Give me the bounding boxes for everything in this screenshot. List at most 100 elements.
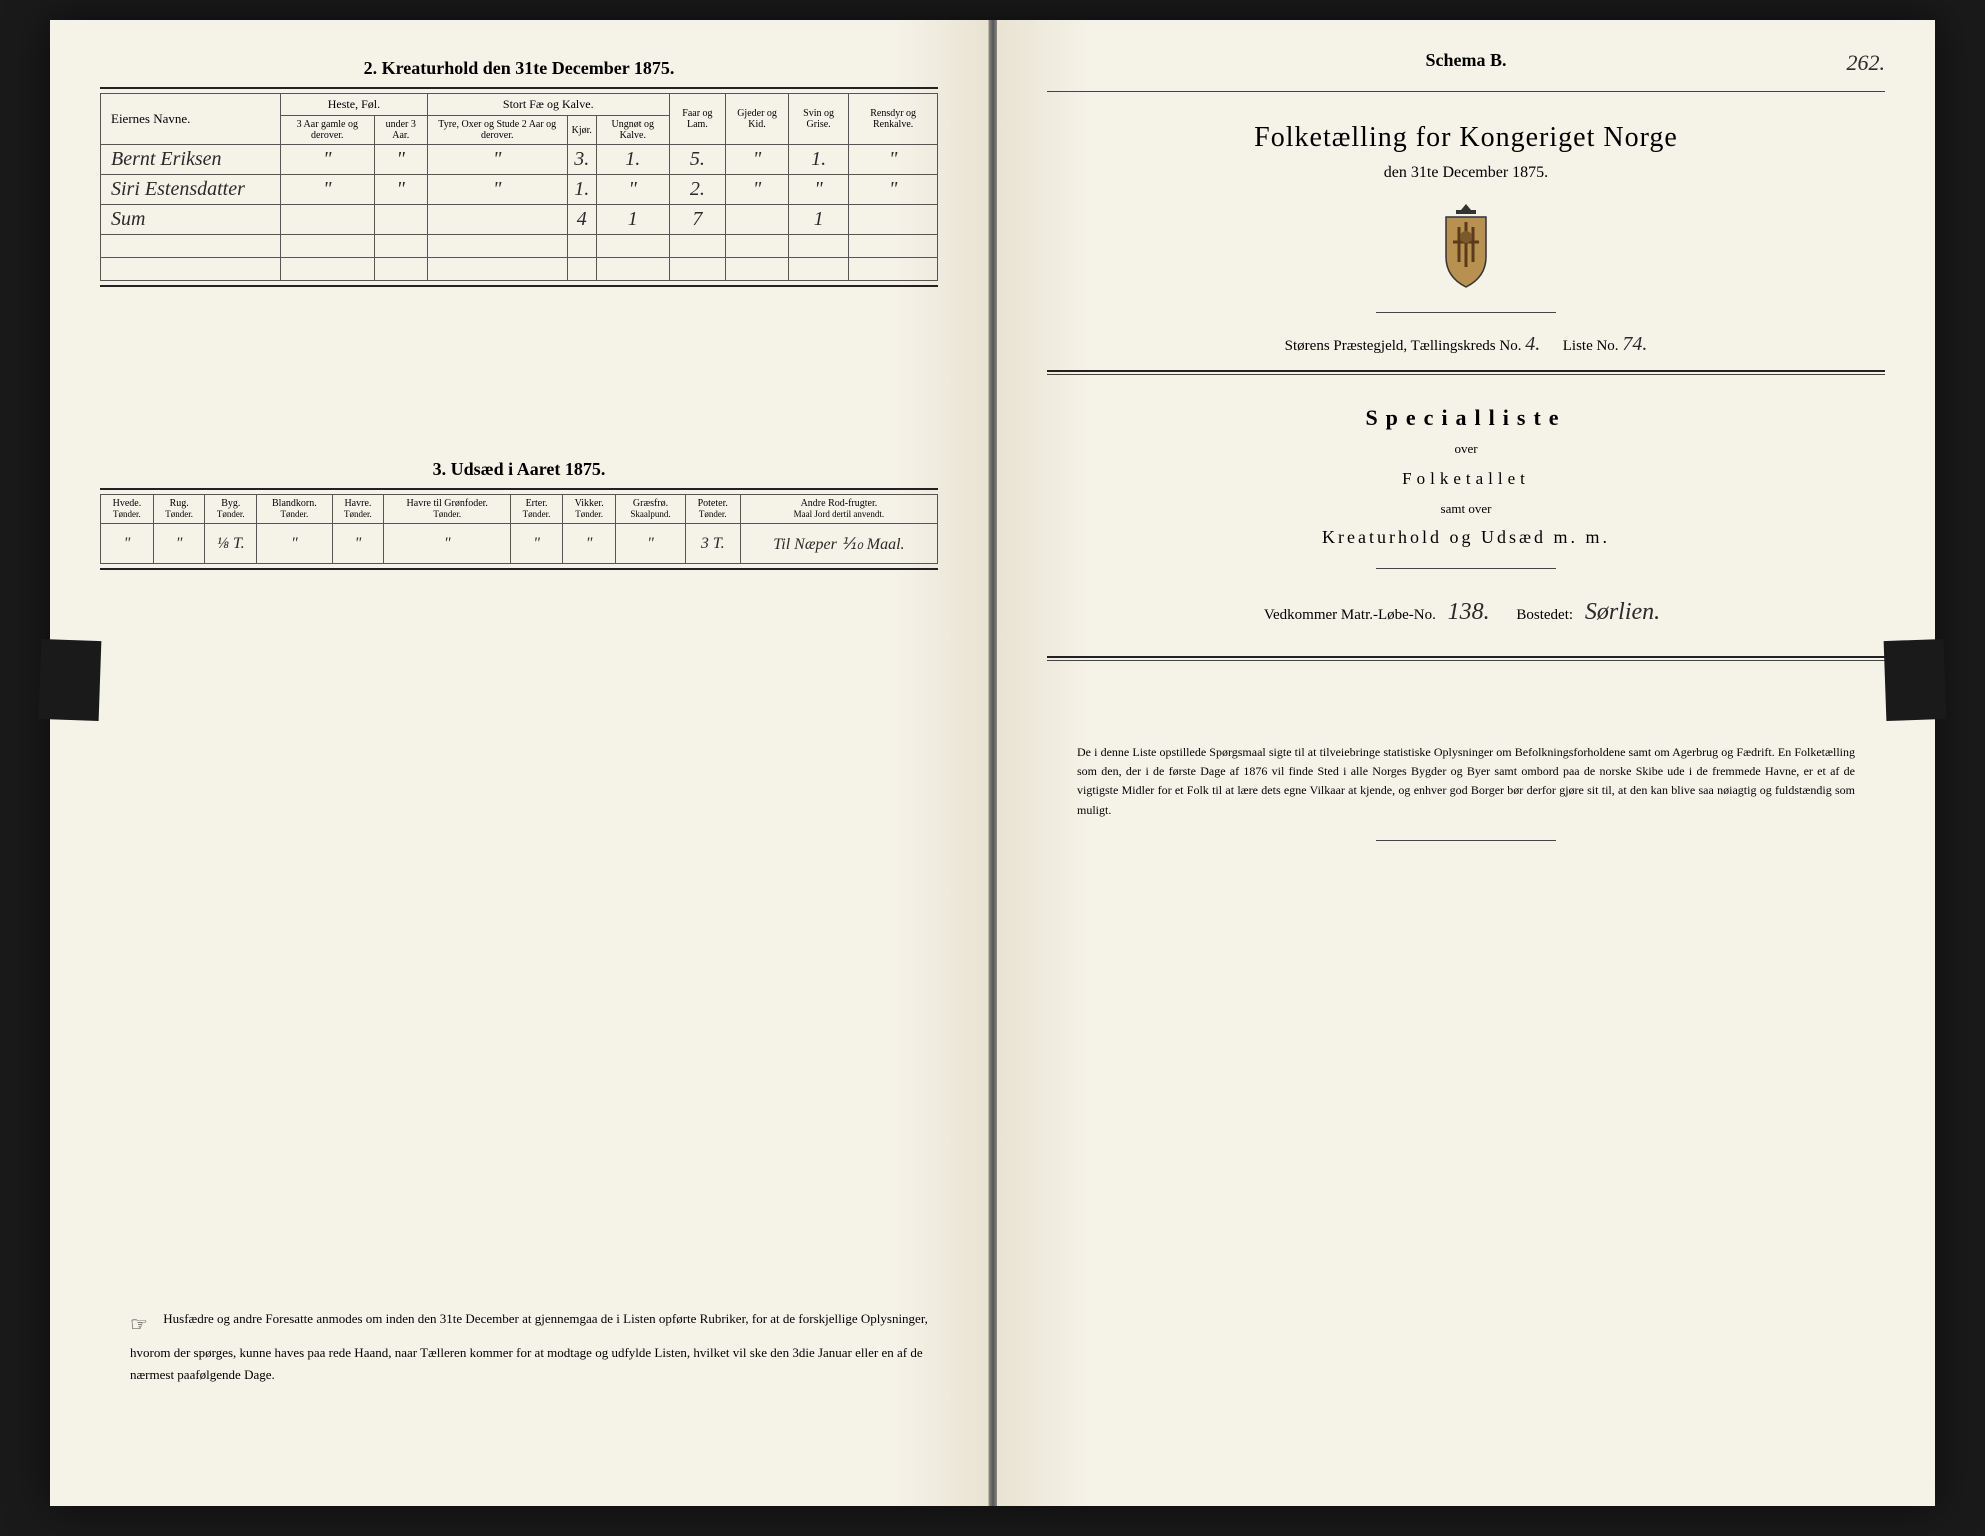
page-number: 262.: [1847, 50, 1886, 76]
rule: [100, 285, 938, 287]
owner-name: Sum: [101, 205, 281, 235]
left-page: 2. Kreaturhold den 31te December 1875. E…: [50, 20, 989, 1506]
th-horses-old: 3 Aar gamle og derover.: [281, 116, 375, 145]
th-cattle-bulls: Tyre, Oxer og Stude 2 Aar og derover.: [427, 116, 567, 145]
schema-label: Schema B.: [1047, 50, 1885, 71]
livestock-table: Eiernes Navne. Heste, Føl. Stort Fæ og K…: [100, 93, 938, 281]
seed-value: ": [101, 524, 154, 564]
table-row: Sum 4 1 7 1: [101, 205, 938, 235]
seed-header: Erter.Tønder.: [511, 495, 563, 524]
cell: ": [849, 145, 938, 175]
book-spine: [989, 20, 997, 1506]
bosted-label: Bostedet:: [1516, 607, 1573, 623]
over-label: over: [1047, 441, 1885, 457]
census-date: den 31te December 1875.: [1047, 164, 1885, 182]
section3-title: 3. Udsæd i Aaret 1875.: [100, 459, 938, 480]
kreatur-line: Kreaturhold og Udsæd m. m.: [1047, 527, 1885, 548]
seed-header: Rug.Tønder.: [153, 495, 205, 524]
cell: ": [374, 175, 427, 205]
rule: [100, 568, 938, 570]
th-reindeer: Rensdyr og Renkalve.: [849, 94, 938, 145]
seed-value: ": [332, 524, 384, 564]
seed-value: ": [257, 524, 332, 564]
rule: [1047, 370, 1885, 372]
rule: [100, 488, 938, 490]
archive-clip-right: [1884, 639, 1947, 721]
cell: [427, 205, 567, 235]
rule: [1047, 91, 1885, 92]
right-page: 262. Schema B. Folketælling for Kongerig…: [997, 20, 1935, 1506]
owner-name: Bernt Eriksen: [101, 145, 281, 175]
rule: [1376, 312, 1556, 313]
cell: ": [374, 145, 427, 175]
section2-title: 2. Kreaturhold den 31te December 1875.: [100, 58, 938, 79]
th-cattle-cows: Kjør.: [567, 116, 596, 145]
vedkommer-line: Vedkommer Matr.-Løbe-No. 138. Bostedet: …: [1047, 599, 1885, 626]
th-cattle: Stort Fæ og Kalve.: [427, 94, 669, 116]
folketallet: Folketallet: [1047, 469, 1885, 489]
seed-value: ": [384, 524, 511, 564]
census-title: Folketælling for Kongeriget Norge: [1047, 122, 1885, 154]
th-sheep: Faar og Lam.: [669, 94, 726, 145]
cell: ": [427, 175, 567, 205]
seed-header: Andre Rod-frugter.Maal Jord dertil anven…: [740, 495, 937, 524]
samt-over: samt over: [1047, 501, 1885, 517]
cell: [281, 205, 375, 235]
cell: 2.: [669, 175, 726, 205]
seed-value: ⅛ T.: [205, 524, 257, 564]
cell: 4: [567, 205, 596, 235]
cell: 5.: [669, 145, 726, 175]
cell: [374, 205, 427, 235]
seed-header: Byg.Tønder.: [205, 495, 257, 524]
seed-value: Til Næper ⅒ Maal.: [740, 524, 937, 564]
table-row: Bernt Eriksen " " " 3. 1. 5. " 1. ": [101, 145, 938, 175]
district-line: Størens Præstegjeld, Tællingskreds No. 4…: [1047, 333, 1885, 356]
seed-header: Havre.Tønder.: [332, 495, 384, 524]
cell: ": [726, 145, 789, 175]
owner-name: Siri Estensdatter: [101, 175, 281, 205]
cell: ": [281, 175, 375, 205]
archive-clip-left: [39, 639, 102, 721]
seed-value: ": [511, 524, 563, 564]
cell: ": [788, 175, 848, 205]
cell: ": [726, 175, 789, 205]
rule: [1047, 660, 1885, 661]
table-row: Siri Estensdatter " " " 1. " 2. " " ": [101, 175, 938, 205]
cell: ": [427, 145, 567, 175]
seed-header: Hvede.Tønder.: [101, 495, 154, 524]
district-prefix: Størens Præstegjeld, Tællingskreds No.: [1285, 338, 1522, 354]
rule: [100, 87, 938, 89]
seed-header: Blandkorn.Tønder.: [257, 495, 332, 524]
rule: [1376, 568, 1556, 569]
list-number: 74.: [1622, 333, 1647, 355]
cell: ": [281, 145, 375, 175]
seed-value: ": [562, 524, 616, 564]
th-horses-young: under 3 Aar.: [374, 116, 427, 145]
cell: 1.: [567, 175, 596, 205]
cell: ": [849, 175, 938, 205]
footer-text: Husfædre og andre Foresatte anmodes om i…: [130, 1311, 928, 1382]
th-pigs: Svin og Grise.: [788, 94, 848, 145]
seed-table: Hvede.Tønder.Rug.Tønder.Byg.Tønder.Bland…: [100, 494, 938, 564]
th-owners: Eiernes Navne.: [101, 94, 281, 145]
cell: 1: [596, 205, 669, 235]
cell: 7: [669, 205, 726, 235]
cell: 1: [788, 205, 848, 235]
cell: [726, 205, 789, 235]
rule: [1376, 840, 1556, 841]
cell: [849, 205, 938, 235]
bosted-name: Sørlien.: [1585, 599, 1660, 625]
cell: ": [596, 175, 669, 205]
seed-header: Poteter.Tønder.: [685, 495, 740, 524]
th-goats: Gjeder og Kid.: [726, 94, 789, 145]
cell: 1.: [788, 145, 848, 175]
rule: [1047, 374, 1885, 375]
list-label: Liste No.: [1563, 338, 1619, 354]
book-spread: 2. Kreaturhold den 31te December 1875. E…: [50, 20, 1935, 1506]
left-footer: ☞ Husfædre og andre Foresatte anmodes om…: [130, 1308, 928, 1386]
seed-header: Havre til Grønfoder.Tønder.: [384, 495, 511, 524]
right-footer-text: De i denne Liste opstillede Spørgsmaal s…: [1077, 743, 1855, 820]
seed-value: ": [616, 524, 685, 564]
vedkommer-prefix: Vedkommer Matr.-Løbe-No.: [1264, 607, 1436, 623]
coat-of-arms-icon: [1431, 202, 1501, 292]
